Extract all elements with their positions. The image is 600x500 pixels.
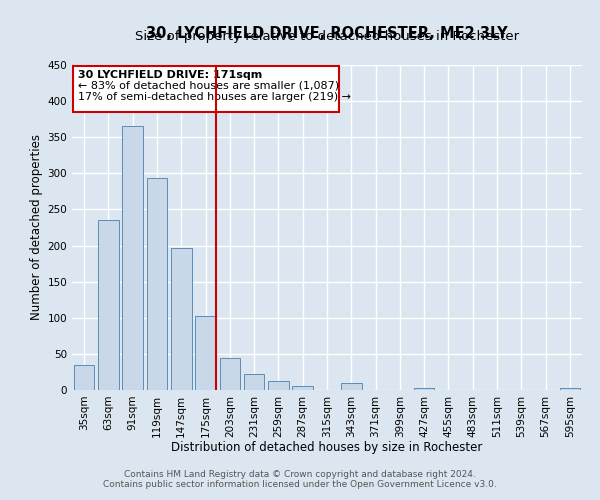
Bar — [146, 178, 167, 390]
Text: ← 83% of detached houses are smaller (1,087): ← 83% of detached houses are smaller (1,… — [78, 81, 339, 91]
Bar — [195, 316, 216, 390]
X-axis label: Distribution of detached houses by size in Rochester: Distribution of detached houses by size … — [172, 441, 482, 454]
Bar — [560, 388, 580, 390]
FancyBboxPatch shape — [73, 66, 339, 112]
Bar — [220, 358, 240, 390]
Title: Size of property relative to detached houses in Rochester: Size of property relative to detached ho… — [135, 30, 519, 43]
Bar — [341, 383, 362, 390]
Bar — [98, 220, 119, 390]
Text: Contains HM Land Registry data © Crown copyright and database right 2024.
Contai: Contains HM Land Registry data © Crown c… — [103, 470, 497, 489]
Bar — [414, 388, 434, 390]
Text: 30 LYCHFIELD DRIVE: 171sqm: 30 LYCHFIELD DRIVE: 171sqm — [78, 70, 262, 80]
Bar — [268, 380, 289, 390]
Bar — [171, 248, 191, 390]
Text: 17% of semi-detached houses are larger (219) →: 17% of semi-detached houses are larger (… — [78, 92, 351, 102]
Y-axis label: Number of detached properties: Number of detached properties — [30, 134, 43, 320]
Bar — [292, 386, 313, 390]
Bar — [74, 364, 94, 390]
Bar — [122, 126, 143, 390]
Bar — [244, 374, 265, 390]
Text: 30, LYCHFIELD DRIVE, ROCHESTER, ME2 3LY: 30, LYCHFIELD DRIVE, ROCHESTER, ME2 3LY — [146, 26, 508, 40]
